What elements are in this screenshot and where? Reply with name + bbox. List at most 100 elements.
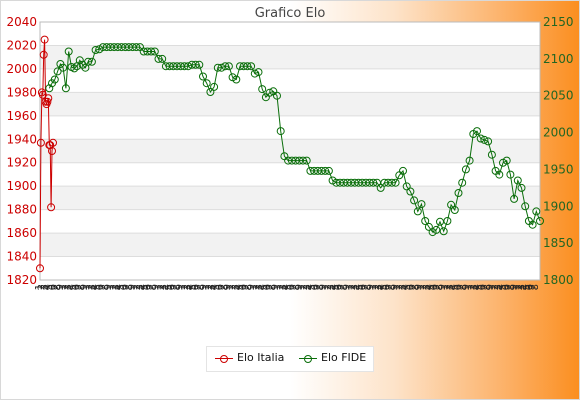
x-tick-label: 4	[305, 284, 316, 290]
x-tick-label: 1	[129, 284, 140, 290]
legend: Elo Italia Elo FIDE	[206, 346, 374, 372]
x-tick-label: 1	[392, 284, 403, 290]
x-tick-label: 6	[143, 284, 154, 290]
data-point	[59, 63, 68, 72]
x-tick-label: 6	[358, 284, 369, 290]
left-tick-label: 1820	[6, 273, 37, 287]
x-tick-label: 5	[164, 284, 175, 290]
x-tick-label: 5	[474, 284, 485, 290]
x-tick-label: 9	[437, 284, 448, 290]
data-point	[480, 135, 489, 144]
x-tick-label: 9	[55, 284, 66, 290]
x-tick-label: 4	[400, 284, 411, 290]
data-point	[536, 217, 544, 225]
x-tick-label: 4	[161, 284, 172, 290]
data-point	[36, 264, 44, 273]
x-tick-label: 8	[530, 284, 541, 290]
x-tick-label: 6	[214, 284, 225, 290]
right-tick-label: 1850	[543, 236, 574, 250]
data-point	[484, 137, 493, 146]
x-tick-label: 5	[188, 284, 199, 290]
x-tick-label: 3	[397, 284, 408, 290]
data-point	[417, 200, 426, 209]
data-point	[454, 189, 463, 197]
x-tick-label: 6	[262, 284, 273, 290]
x-tick-label: 9	[318, 284, 329, 290]
x-tick-label: 4	[185, 284, 196, 290]
data-point	[387, 178, 396, 187]
data-point	[273, 91, 281, 100]
data-point	[250, 69, 259, 78]
x-tick-label: 8	[220, 284, 231, 290]
x-tick-label: 4	[66, 284, 77, 290]
x-tick-label: 1	[225, 284, 236, 290]
series-layer	[36, 35, 544, 273]
left-tick-label: 1960	[6, 109, 37, 123]
data-point	[191, 60, 200, 69]
data-point	[64, 47, 73, 56]
x-tick-label: 5	[45, 284, 56, 290]
x-tick-label: 1	[249, 284, 260, 290]
x-tick-label: 4	[281, 284, 292, 290]
left-tick-label: 1920	[6, 156, 37, 170]
right-tick-label: 1800	[543, 273, 574, 287]
x-tick-label: 3	[206, 284, 217, 290]
x-tick-label: 7	[169, 284, 180, 290]
x-tick-label: 2	[108, 284, 119, 290]
x-tick-label: 4	[448, 284, 459, 290]
x-tick-label: 9	[103, 284, 114, 290]
x-tick-label: 7	[241, 284, 252, 290]
x-tick-label: 8	[482, 284, 493, 290]
x-tick-label: 6	[429, 284, 440, 290]
x-tick-label: 6	[405, 284, 416, 290]
x-tick-label: 1	[511, 284, 522, 290]
data-point	[206, 88, 215, 96]
data-point	[147, 47, 156, 56]
x-tick-label: 5	[236, 284, 247, 290]
x-tick-label: 5	[307, 284, 318, 290]
x-tick-label: 1	[320, 284, 331, 290]
x-tick-label: 5	[283, 284, 294, 290]
x-tick-label: 7	[98, 284, 109, 290]
x-tick-label: 8	[411, 284, 422, 290]
x-tick-label: 8	[339, 284, 350, 290]
x-tick-label: 9	[461, 284, 472, 290]
x-tick-label: 2	[442, 284, 453, 290]
data-point	[154, 54, 163, 63]
data-point	[184, 62, 193, 71]
x-tick-label: 2	[490, 284, 501, 290]
data-point	[232, 75, 241, 84]
data-point	[224, 62, 233, 71]
x-tick-label: 7	[480, 284, 491, 290]
x-tick-label: 4	[137, 284, 148, 290]
x-tick-label: 4	[42, 284, 53, 290]
x-tick-label: 8	[363, 284, 374, 290]
left-tick-label: 1900	[6, 179, 37, 193]
x-tick-label: 4	[257, 284, 268, 290]
x-tick-label: 7	[193, 284, 204, 290]
legend-marker-italia	[220, 355, 228, 363]
x-tick-label: 9	[246, 284, 257, 290]
x-tick-label: 5	[259, 284, 270, 290]
data-point	[132, 43, 141, 52]
x-tick-label: 4	[209, 284, 220, 290]
grid-band	[40, 92, 540, 116]
x-tick-label: 5	[498, 284, 509, 290]
x-tick-label: 7	[50, 284, 61, 290]
data-point	[87, 57, 96, 66]
x-tick-label: 1	[58, 284, 69, 290]
x-tick-label: 8	[506, 284, 517, 290]
x-tick-label: 9	[389, 284, 400, 290]
x-tick-label: 5	[450, 284, 461, 290]
right-tick-label: 2150	[543, 15, 574, 29]
data-point	[376, 183, 385, 192]
x-tick-label: 3	[39, 284, 50, 290]
data-point	[487, 150, 496, 159]
data-point	[91, 46, 100, 54]
x-axis: 1234567891234567891234567891234567891234…	[34, 284, 541, 290]
left-tick-label: 1840	[6, 250, 37, 264]
data-point	[254, 68, 263, 77]
left-tick-label: 1940	[6, 132, 37, 146]
data-point	[43, 97, 52, 106]
